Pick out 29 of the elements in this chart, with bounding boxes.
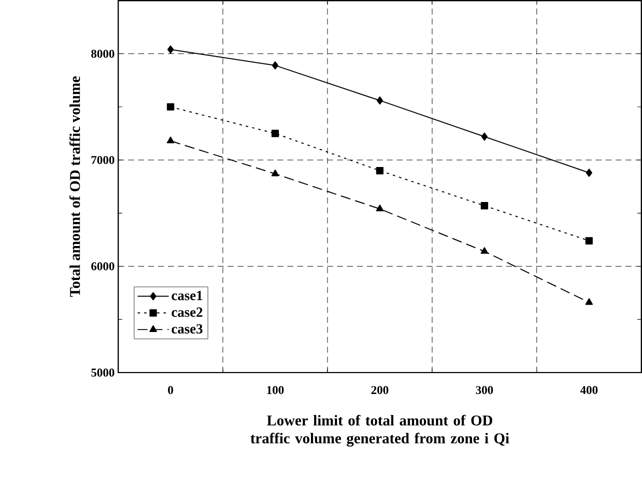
point bbox=[166, 136, 174, 144]
x-tick-label: 100 bbox=[267, 386, 284, 394]
x-axis-title: Lower limit of total amount of OD traffic volume generated from zone i Qi bbox=[250, 414, 510, 446]
point bbox=[167, 45, 174, 54]
y-tick-label: 5000 bbox=[91, 368, 114, 377]
point bbox=[376, 204, 384, 212]
y-axis-title: Total amount of OD traffic volume bbox=[69, 76, 80, 297]
x-tick-label: 200 bbox=[371, 386, 388, 394]
y-tick-label: 8000 bbox=[91, 50, 114, 58]
legend-label: case3 bbox=[172, 324, 202, 334]
point bbox=[166, 103, 174, 110]
point bbox=[481, 132, 488, 141]
point bbox=[586, 168, 592, 177]
point bbox=[272, 61, 278, 70]
legend-label: case1 bbox=[172, 290, 202, 300]
x-tick-label: 400 bbox=[580, 386, 598, 394]
x-tick-label: 0 bbox=[168, 386, 174, 394]
point bbox=[272, 130, 279, 138]
point bbox=[480, 247, 488, 254]
x-tick-label: 300 bbox=[476, 386, 493, 394]
point bbox=[271, 169, 279, 176]
y-tick-label: 7000 bbox=[92, 156, 114, 164]
point bbox=[480, 202, 488, 210]
point bbox=[376, 166, 384, 174]
point bbox=[585, 237, 593, 244]
y-tick-label: 6000 bbox=[91, 262, 114, 270]
legend-label: case2 bbox=[172, 307, 202, 317]
point bbox=[376, 96, 384, 104]
point bbox=[585, 298, 593, 305]
